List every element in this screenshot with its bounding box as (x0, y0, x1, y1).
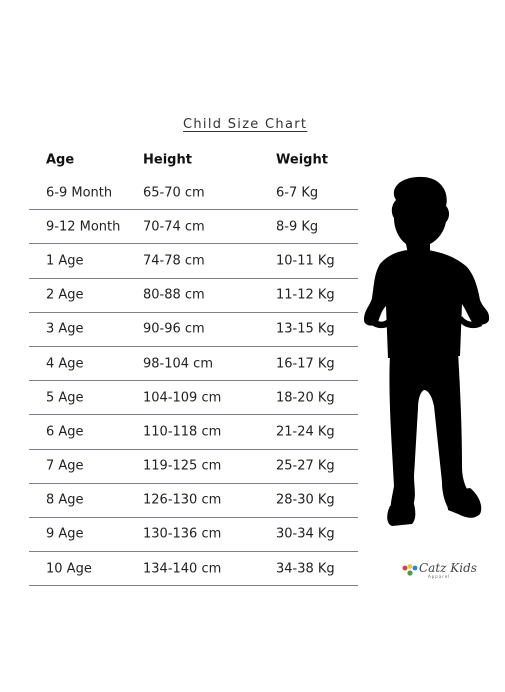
cell-weight: 16-17 Kg (276, 356, 335, 372)
header-height: Height (143, 152, 192, 167)
child-silhouette-icon (364, 176, 490, 526)
table-row: 10 Age 134-140 cm 34-38 Kg (29, 552, 358, 587)
cell-age: 3 Age (46, 321, 84, 337)
table-row: 3 Age 90-96 cm 13-15 Kg (29, 313, 358, 347)
cell-weight: 8-9 Kg (276, 219, 319, 235)
cell-age: 10 Age (46, 561, 92, 577)
cell-weight: 30-34 Kg (276, 526, 335, 542)
cell-height: 98-104 cm (143, 356, 213, 372)
cell-height: 126-130 cm (143, 492, 222, 508)
cell-height: 110-118 cm (143, 424, 222, 440)
cell-height: 80-88 cm (143, 287, 205, 303)
logo-name: Catz Kids (419, 561, 477, 575)
cell-height: 104-109 cm (143, 390, 222, 406)
cell-age: 1 Age (46, 253, 84, 269)
cell-weight: 10-11 Kg (276, 253, 335, 269)
cell-height: 119-125 cm (143, 458, 222, 474)
cell-age: 6-9 Month (46, 185, 113, 201)
cell-age: 8 Age (46, 492, 84, 508)
cell-age: 6 Age (46, 424, 84, 440)
table-row: 9 Age 130-136 cm 30-34 Kg (29, 518, 358, 553)
table-row: 1 Age 74-78 cm 10-11 Kg (29, 244, 358, 279)
table-row: 7 Age 119-125 cm 25-27 Kg (29, 450, 358, 484)
cell-weight: 34-38 Kg (276, 561, 335, 577)
table-row: 4 Age 98-104 cm 16-17 Kg (29, 347, 358, 382)
cell-height: 90-96 cm (143, 321, 205, 337)
chart-title: Child Size Chart (183, 117, 308, 132)
cell-weight: 6-7 Kg (276, 185, 319, 201)
cell-age: 5 Age (46, 390, 84, 406)
header-age: Age (46, 152, 75, 167)
cell-age: 2 Age (46, 287, 84, 303)
table-row: 8 Age 126-130 cm 28-30 Kg (29, 484, 358, 518)
table-row: 6 Age 110-118 cm 21-24 Kg (29, 415, 358, 450)
table-row: 6-9 Month 65-70 cm 6-7 Kg (29, 176, 358, 211)
cell-age: 7 Age (46, 458, 84, 474)
table-row: 9-12 Month 70-74 cm 8-9 Kg (29, 210, 358, 245)
cell-height: 70-74 cm (143, 219, 205, 235)
table-row: 5 Age 104-109 cm 18-20 Kg (29, 381, 358, 416)
cell-weight: 28-30 Kg (276, 492, 335, 508)
table-row: 2 Age 80-88 cm 11-12 Kg (29, 279, 358, 313)
cell-height: 74-78 cm (143, 253, 205, 269)
cell-age: 4 Age (46, 356, 84, 372)
table-header-row: Age Height Weight (29, 143, 358, 176)
size-table: Age Height Weight 6-9 Month 65-70 cm 6-7 K… (29, 143, 358, 587)
brand-logo: Catz Kids Apparel (402, 560, 482, 580)
logo-paw-icon (402, 564, 418, 576)
cell-weight: 13-15 Kg (276, 321, 335, 337)
cell-weight: 18-20 Kg (276, 390, 335, 406)
cell-weight: 11-12 Kg (276, 287, 335, 303)
cell-weight: 25-27 Kg (276, 458, 335, 474)
cell-height: 65-70 cm (143, 185, 205, 201)
cell-height: 134-140 cm (143, 561, 222, 577)
cell-height: 130-136 cm (143, 526, 222, 542)
cell-age: 9 Age (46, 526, 84, 542)
logo-tagline: Apparel (428, 574, 451, 579)
cell-age: 9-12 Month (46, 219, 121, 235)
cell-weight: 21-24 Kg (276, 424, 335, 440)
header-weight: Weight (276, 152, 328, 167)
